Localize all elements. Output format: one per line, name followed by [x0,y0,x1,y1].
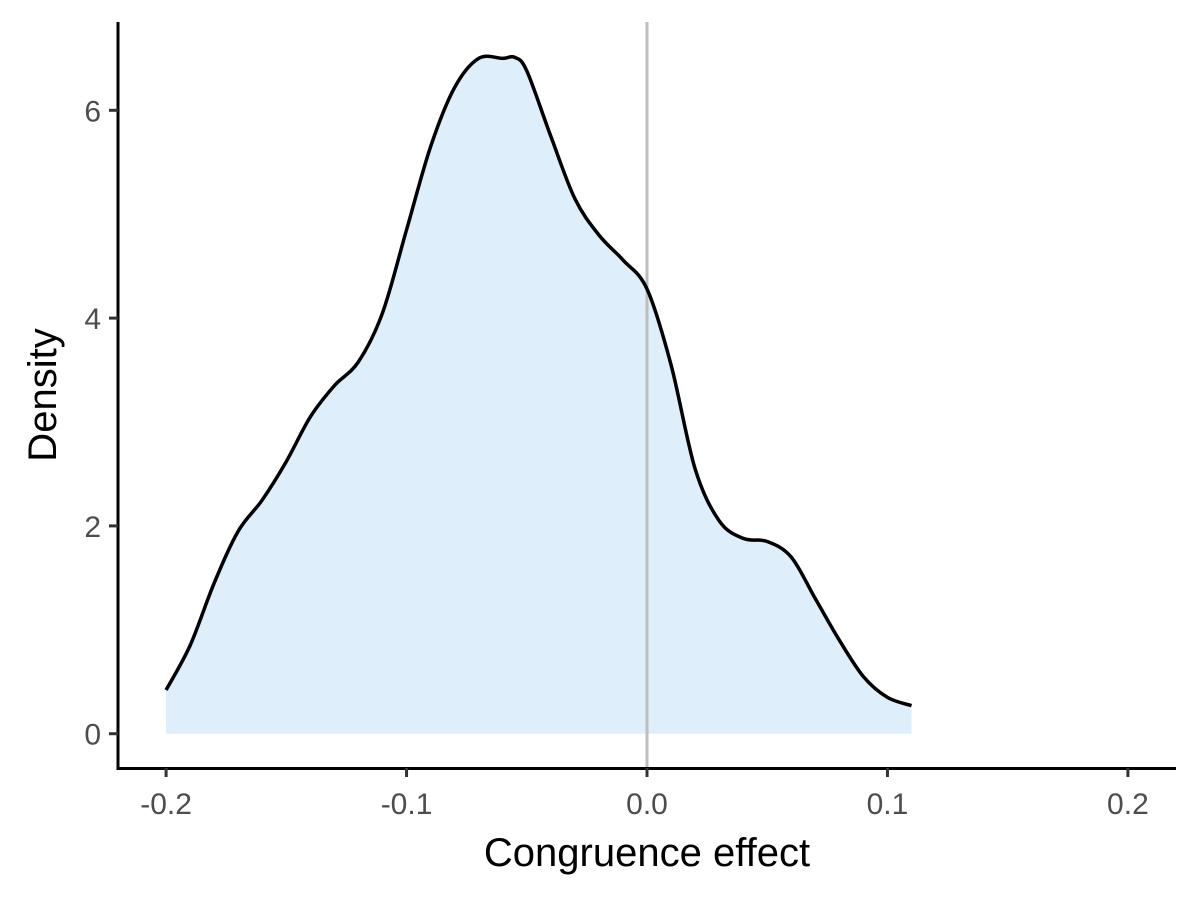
density-area-fill [166,56,912,734]
y-tick-label: 6 [84,95,101,128]
density-curve [164,54,913,708]
x-tick-label: 0.1 [867,788,909,821]
y-axis-title: Density [21,328,65,461]
y-tick-label: 2 [84,511,101,544]
x-tick-label: -0.1 [381,788,433,821]
x-tick-label: 0.2 [1107,788,1149,821]
y-tick-label: 4 [84,303,101,336]
x-tick-label: -0.2 [140,788,192,821]
y-tick-label: 0 [84,719,101,752]
x-tick-label: 0.0 [626,788,668,821]
x-axis-title: Congruence effect [484,831,810,875]
